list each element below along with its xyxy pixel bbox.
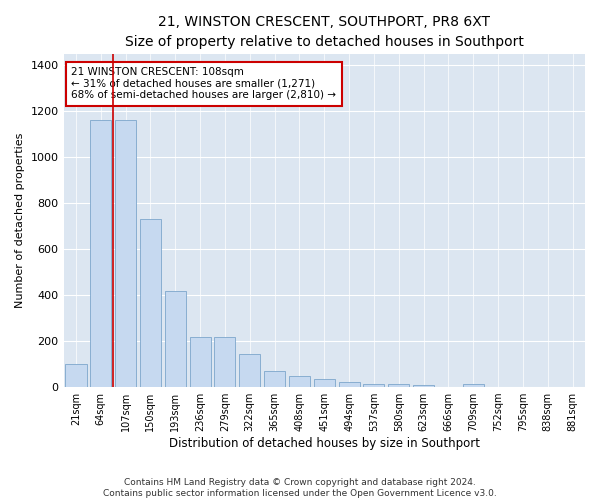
Text: 21 WINSTON CRESCENT: 108sqm
← 31% of detached houses are smaller (1,271)
68% of : 21 WINSTON CRESCENT: 108sqm ← 31% of det… — [71, 67, 337, 100]
Bar — [388, 384, 409, 387]
Bar — [463, 384, 484, 387]
Bar — [413, 385, 434, 387]
Bar — [115, 120, 136, 387]
Bar — [364, 384, 385, 387]
Bar — [190, 336, 211, 387]
Text: Contains HM Land Registry data © Crown copyright and database right 2024.
Contai: Contains HM Land Registry data © Crown c… — [103, 478, 497, 498]
Bar — [239, 354, 260, 387]
Bar — [338, 382, 359, 387]
Bar — [214, 336, 235, 387]
Title: 21, WINSTON CRESCENT, SOUTHPORT, PR8 6XT
Size of property relative to detached h: 21, WINSTON CRESCENT, SOUTHPORT, PR8 6XT… — [125, 15, 524, 48]
Bar — [65, 364, 86, 387]
Bar — [314, 379, 335, 387]
Bar — [90, 120, 112, 387]
Bar — [165, 290, 186, 387]
Y-axis label: Number of detached properties: Number of detached properties — [15, 133, 25, 308]
Bar — [140, 220, 161, 387]
Bar — [264, 371, 285, 387]
Bar — [289, 376, 310, 387]
X-axis label: Distribution of detached houses by size in Southport: Distribution of detached houses by size … — [169, 437, 480, 450]
